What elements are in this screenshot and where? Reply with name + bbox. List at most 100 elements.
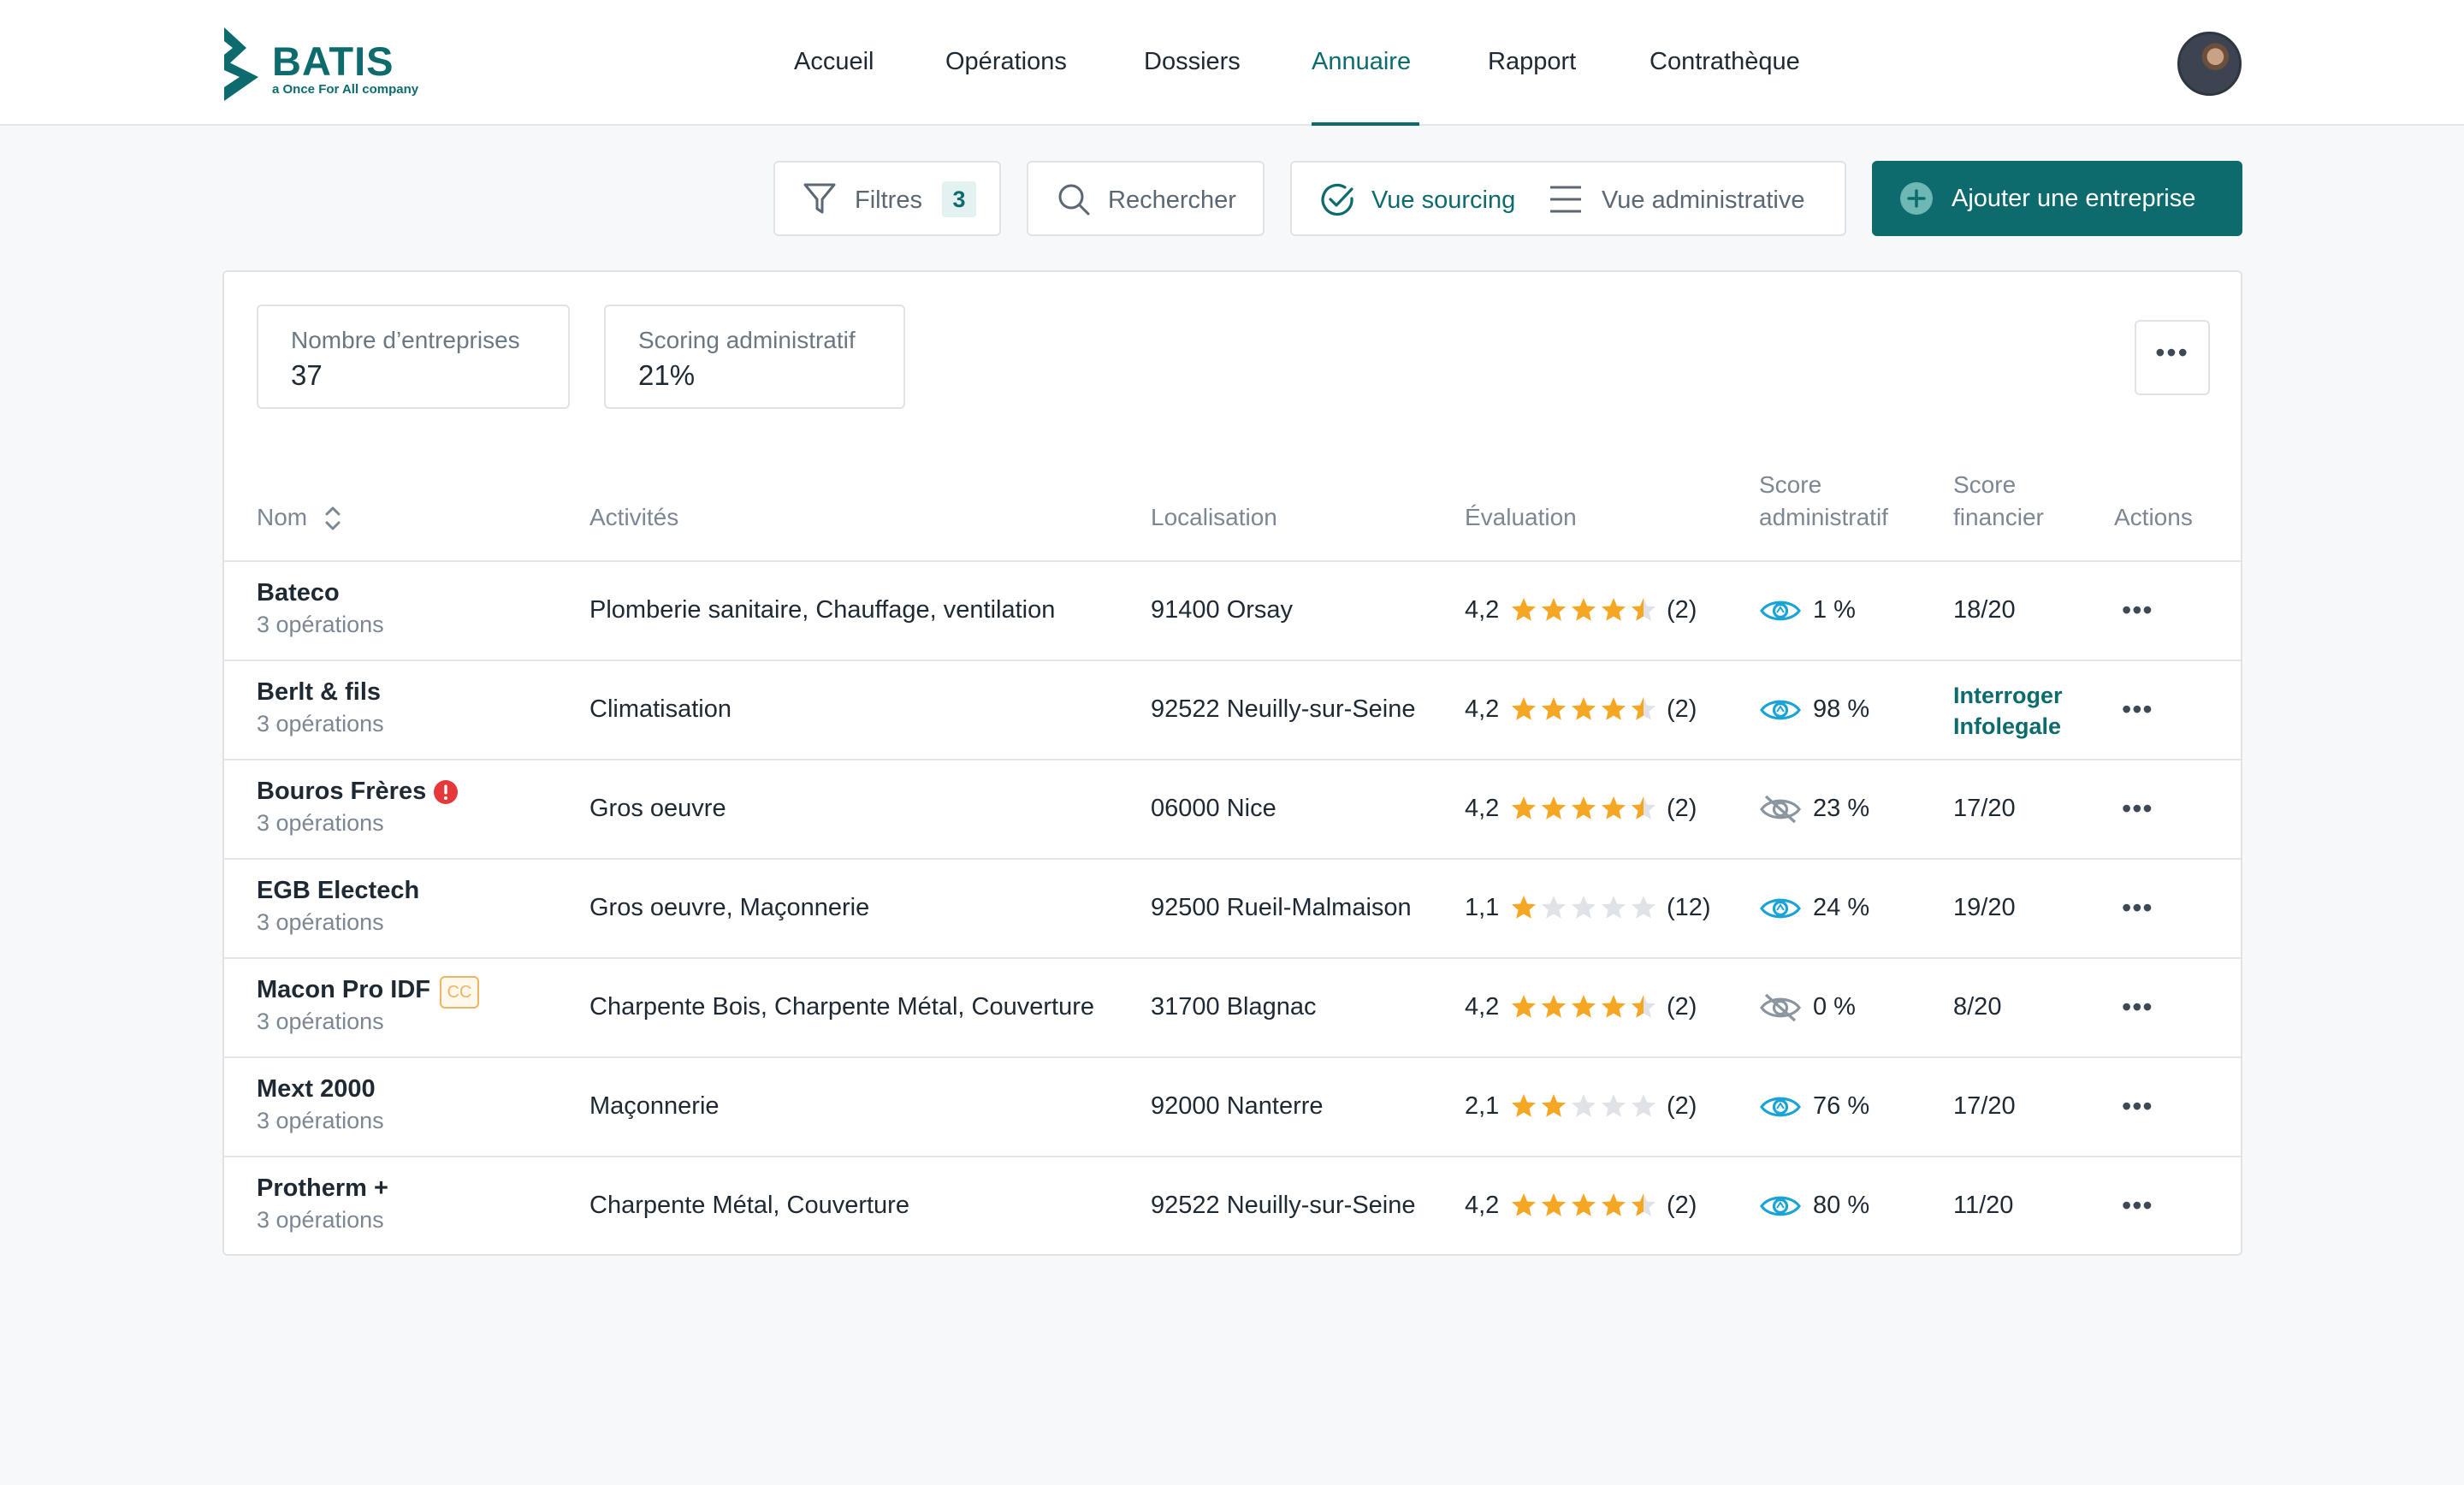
- top-header: BATIS a Once For All company Accueil Opé…: [0, 0, 2464, 126]
- nav-item-operations[interactable]: Opérations: [945, 48, 1067, 75]
- table-row[interactable]: EGB Electech 3 opérations Gros oeuvre, Maç…: [224, 858, 2241, 957]
- company-name[interactable]: Protherm +: [257, 1174, 388, 1202]
- nav-item-dossiers[interactable]: Dossiers: [1144, 48, 1241, 75]
- search-icon: [1058, 184, 1090, 216]
- company-activities: Charpente Métal, Couverture: [589, 1192, 909, 1219]
- company-name[interactable]: EGB Electech: [257, 877, 420, 904]
- view-admin-label: Vue administrative: [1602, 186, 1805, 214]
- col-header-location: Localisation: [1151, 504, 1277, 530]
- table-row[interactable]: Protherm + 3 opérations Charpente Métal, C…: [224, 1156, 2241, 1255]
- table-row[interactable]: Macon Pro IDF 3 opérations CC Charpente Boi…: [224, 957, 2241, 1056]
- review-count: (2): [1667, 1192, 1697, 1219]
- review-count: (12): [1667, 894, 1711, 921]
- review-count: (2): [1667, 993, 1697, 1021]
- company-activities: Charpente Bois, Charpente Métal, Couvert…: [589, 993, 1094, 1021]
- eye-icon[interactable]: [1759, 695, 1802, 725]
- view-admin-toggle[interactable]: Vue administrative: [1549, 163, 1845, 234]
- financial-score-value: 17/20: [1953, 1092, 2016, 1120]
- company-operations: 3 opérations: [257, 1108, 384, 1133]
- infolegale-link[interactable]: Interroger Infolegale: [1953, 680, 2063, 742]
- row-actions-icon[interactable]: •••: [2122, 694, 2153, 725]
- rating-value: 4,2: [1465, 1192, 1500, 1219]
- company-location: 31700 Blagnac: [1151, 993, 1317, 1021]
- company-name[interactable]: Bateco: [257, 579, 340, 606]
- stat-companies-count: Nombre d’entreprises 37: [257, 305, 570, 409]
- filter-icon: [803, 183, 836, 214]
- company-activities: Gros oeuvre, Maçonnerie: [589, 894, 870, 921]
- company-activities: Climatisation: [589, 695, 732, 723]
- financial-score-value: 8/20: [1953, 993, 2002, 1021]
- filters-button[interactable]: Filtres 3: [773, 161, 1001, 236]
- eye-off-icon[interactable]: [1759, 793, 1802, 825]
- row-actions-icon[interactable]: •••: [2122, 1190, 2153, 1221]
- stat-scoring-label: Scoring administratif: [638, 327, 856, 353]
- eye-icon[interactable]: [1759, 596, 1802, 625]
- col-header-name[interactable]: Nom: [257, 501, 341, 534]
- view-sourcing-toggle[interactable]: Vue sourcing: [1292, 163, 1531, 234]
- row-actions-icon[interactable]: •••: [2122, 991, 2153, 1022]
- company-operations: 3 opérations: [257, 612, 384, 637]
- eye-off-icon[interactable]: [1759, 991, 1802, 1024]
- row-actions-icon[interactable]: •••: [2122, 1091, 2153, 1121]
- brand-tagline: a Once For All company: [272, 82, 419, 97]
- admin-score-value: 0 %: [1813, 993, 1856, 1021]
- table-row[interactable]: Bateco 3 opérations Plomberie sanitaire, C…: [224, 560, 2241, 660]
- eye-icon[interactable]: [1759, 894, 1802, 923]
- nav-item-accueil[interactable]: Accueil: [794, 48, 874, 75]
- company-activities: Maçonnerie: [589, 1092, 720, 1120]
- eye-icon[interactable]: [1759, 1092, 1802, 1121]
- review-count: (2): [1667, 695, 1697, 723]
- rating-stars: [1512, 598, 1656, 621]
- company-name[interactable]: Bouros Frères: [257, 778, 427, 805]
- row-actions-icon[interactable]: •••: [2122, 595, 2153, 625]
- company-name[interactable]: Mext 2000: [257, 1075, 376, 1103]
- rating-stars: [1512, 1193, 1656, 1216]
- view-toggle: Vue sourcing Vue administrative: [1290, 161, 1846, 236]
- company-name[interactable]: Macon Pro IDF: [257, 976, 431, 1003]
- review-count: (2): [1667, 795, 1697, 822]
- col-header-admin-score-line1: Score: [1759, 471, 1822, 498]
- col-header-admin-score-line2: administratif: [1759, 504, 1888, 530]
- col-header-name-label: Nom: [257, 504, 308, 530]
- card-more-button[interactable]: •••: [2135, 320, 2210, 395]
- search-button[interactable]: Rechercher: [1027, 161, 1265, 236]
- financial-score-value: 17/20: [1953, 795, 2016, 822]
- nav-item-annuaire[interactable]: Annuaire: [1312, 48, 1412, 75]
- company-operations: 3 opérations: [257, 1009, 384, 1034]
- cc-badge: CC: [440, 976, 479, 1009]
- col-header-activities: Activités: [589, 504, 679, 530]
- filters-count-badge: 3: [942, 181, 976, 217]
- nav-active-indicator: [1312, 122, 1419, 126]
- table-row[interactable]: Mext 2000 3 opérations Maçonnerie 92000 Nan…: [224, 1056, 2241, 1156]
- row-actions-icon[interactable]: •••: [2122, 892, 2153, 923]
- financial-score-value: 19/20: [1953, 894, 2016, 921]
- alert-icon: [434, 780, 458, 804]
- batis-logo[interactable]: BATIS a Once For All company: [221, 27, 443, 101]
- rating-value: 2,1: [1465, 1092, 1500, 1120]
- col-header-fin-score-line1: Score: [1953, 471, 2017, 498]
- company-activities: Gros oeuvre: [589, 795, 726, 822]
- table-row[interactable]: Bouros Frères 3 opérations Gros oeuvre 060…: [224, 759, 2241, 858]
- eye-icon[interactable]: [1759, 1192, 1802, 1221]
- batis-logo-mark-icon: [224, 27, 258, 101]
- rating-value: 4,2: [1465, 596, 1500, 624]
- user-avatar[interactable]: [2177, 32, 2242, 96]
- company-location: 06000 Nice: [1151, 795, 1276, 822]
- view-sourcing-label: Vue sourcing: [1371, 186, 1516, 214]
- col-header-admin-score: Score administratif: [1759, 469, 1888, 534]
- table-row[interactable]: Berlt & fils 3 opérations Climatisation 925…: [224, 660, 2241, 759]
- check-circle-icon: [1321, 183, 1353, 216]
- company-name[interactable]: Berlt & fils: [257, 678, 382, 706]
- sort-icon: [325, 506, 341, 530]
- row-actions-icon[interactable]: •••: [2122, 793, 2153, 824]
- nav-item-contratheque[interactable]: Contrathèque: [1650, 48, 1800, 75]
- rating-stars: [1512, 1094, 1656, 1117]
- stat-admin-scoring: Scoring administratif 21%: [604, 305, 905, 409]
- add-company-button[interactable]: Ajouter une entreprise: [1872, 161, 2242, 236]
- rating-value: 4,2: [1465, 795, 1500, 822]
- company-operations: 3 opérations: [257, 711, 384, 737]
- company-activities: Plomberie sanitaire, Chauffage, ventilat…: [589, 596, 1056, 624]
- nav-item-rapport[interactable]: Rapport: [1488, 48, 1577, 75]
- rating-stars: [1512, 796, 1656, 819]
- rating-stars: [1512, 697, 1656, 720]
